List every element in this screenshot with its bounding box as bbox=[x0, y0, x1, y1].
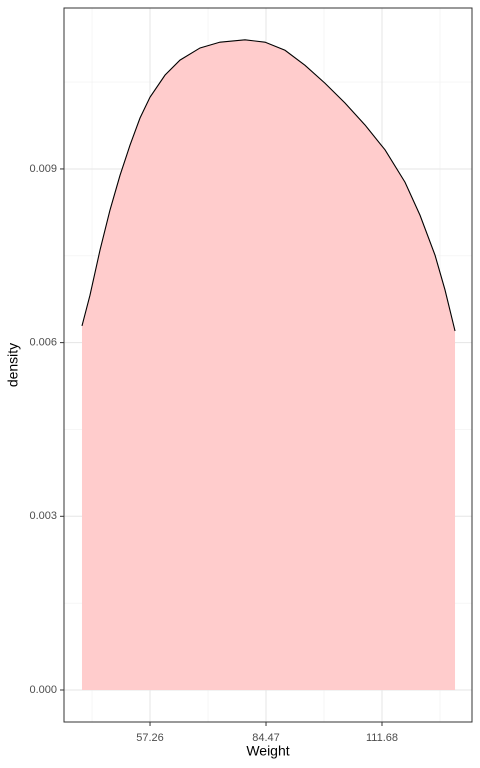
x-axis-title: Weight bbox=[246, 743, 289, 759]
y-tick-label: 0.009 bbox=[29, 163, 57, 175]
x-tick-label: 57.26 bbox=[136, 732, 164, 744]
y-axis-title: density bbox=[5, 343, 21, 387]
x-tick-label: 111.68 bbox=[366, 732, 398, 744]
y-tick-label: 0.000 bbox=[29, 684, 57, 696]
y-tick-label: 0.003 bbox=[29, 510, 57, 522]
y-tick-label: 0.006 bbox=[29, 337, 57, 349]
density-line bbox=[81, 39, 456, 332]
density-area bbox=[81, 39, 456, 690]
x-tick-label: 84.47 bbox=[252, 732, 280, 744]
panel-border bbox=[63, 7, 473, 723]
